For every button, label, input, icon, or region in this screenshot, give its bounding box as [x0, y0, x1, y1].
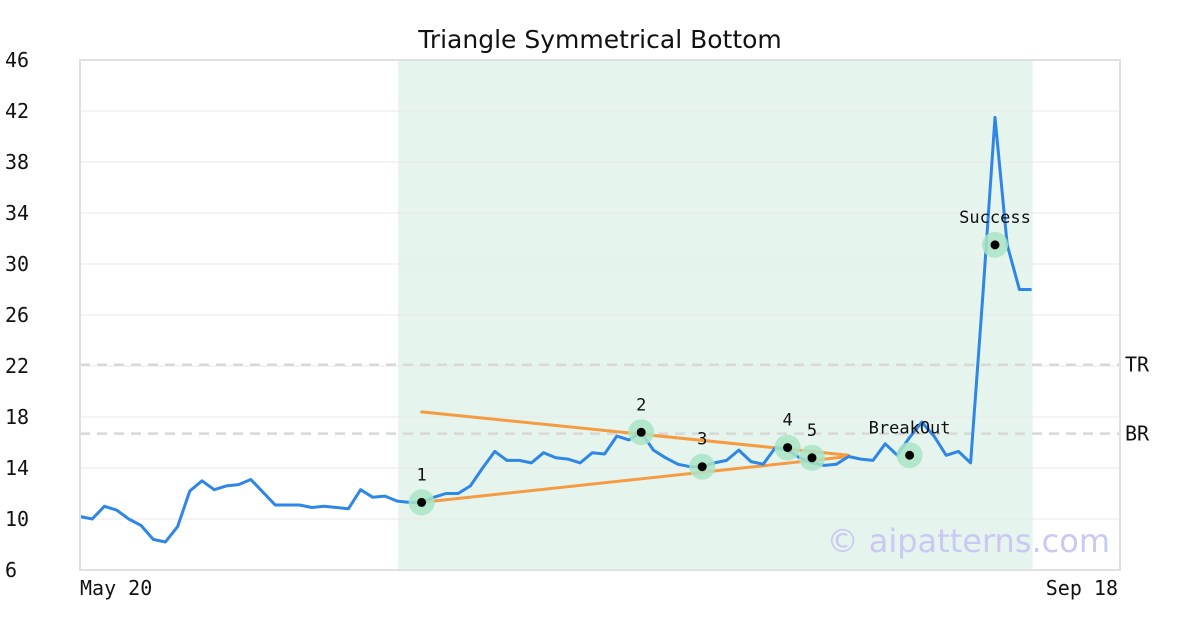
y-tick-label: 30 [5, 252, 29, 276]
y-tick-label: 10 [5, 507, 29, 531]
y-tick-label: 22 [5, 354, 29, 378]
price-line [79, 115, 1032, 544]
pattern-point-label: 4 [782, 411, 792, 431]
y-tick-label: 18 [5, 405, 29, 429]
pattern-point [636, 427, 646, 437]
y-tick-label: 38 [5, 150, 29, 174]
watermark: © aipatterns.com [827, 522, 1110, 560]
x-tick-label: Sep 18 [1046, 576, 1118, 600]
pattern-point-label: 5 [807, 421, 817, 441]
pattern-point [417, 497, 427, 507]
pattern-point-label: 2 [636, 395, 646, 415]
pattern-point [697, 462, 707, 472]
pattern-point-label: Success [959, 208, 1031, 228]
y-tick-label: 34 [5, 201, 29, 225]
pattern-point [807, 453, 817, 463]
pattern-point [905, 450, 915, 460]
y-tick-label: 46 [5, 48, 29, 72]
pattern-point-label: 1 [416, 465, 426, 485]
y-tick-label: 6 [5, 558, 17, 582]
y-tick-label: 14 [5, 456, 29, 480]
pattern-point-label: BreakOut [869, 418, 951, 438]
pattern-point [990, 240, 1000, 250]
pattern-point [783, 443, 793, 453]
x-tick-label: May 20 [80, 576, 152, 600]
plot-frame [79, 59, 1121, 571]
level-label: TR [1125, 353, 1150, 377]
trendline [420, 455, 851, 504]
y-tick-label: 26 [5, 303, 29, 327]
chart-title: Triangle Symmetrical Bottom [417, 25, 782, 54]
level-label: BR [1125, 422, 1150, 446]
pattern-point-label: 3 [697, 430, 707, 450]
y-tick-label: 42 [5, 99, 29, 123]
